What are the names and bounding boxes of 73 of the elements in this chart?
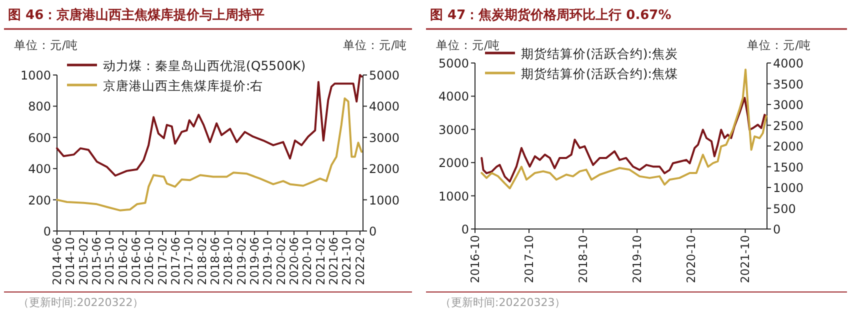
- x-tick-label: 2019-10: [260, 237, 275, 286]
- y2-tick-label: 1500: [773, 160, 804, 174]
- x-tick-label: 2019-10: [630, 235, 644, 284]
- x-tick-label: 2021-06: [326, 237, 340, 286]
- y-tick-label: 5000: [438, 56, 469, 70]
- x-tick-label: 2021-02: [314, 237, 328, 286]
- x-tick-label: 2018-10: [576, 235, 590, 284]
- x-tick-label: 2019-02: [234, 237, 248, 286]
- y2-tick-label: 1000: [773, 181, 804, 195]
- y2-axis-title: 单位：元/吨: [747, 38, 811, 52]
- x-tick-label: 2016-10: [142, 237, 156, 286]
- y-tick-label: 600: [28, 130, 51, 145]
- x-tick-label: 2017-06: [168, 237, 183, 286]
- x-tick-label: 2017-10: [522, 235, 536, 284]
- x-tick-label: 2015-06: [89, 237, 104, 286]
- x-tick-label: 2014-10: [63, 237, 78, 286]
- x-tick-label: 2020-10: [300, 237, 314, 286]
- y-tick-label: 200: [28, 193, 51, 208]
- x-tick-label: 2018-10: [221, 237, 236, 286]
- y2-tick-label: 1000: [369, 193, 400, 208]
- y2-tick-label: 500: [773, 202, 796, 216]
- text: （更新时间:20220322）: [18, 296, 144, 309]
- x-tick-label: 2016-10: [468, 235, 482, 284]
- x-tick-label: 2017-02: [156, 237, 170, 286]
- y2-tick-label: 2000: [369, 162, 400, 176]
- text: （更新时间:20220323）: [440, 296, 566, 309]
- x-tick-label: 2020-02: [274, 237, 288, 286]
- y2-tick-label: 3500: [773, 77, 804, 92]
- x-tick-label: 2016-02: [116, 237, 130, 286]
- y2-tick-label: 4000: [773, 56, 804, 70]
- x-tick-label: 2021-10: [738, 235, 752, 284]
- y-tick-label: 2000: [438, 156, 469, 170]
- y-tick-label: 4000: [438, 90, 469, 104]
- x-tick-label: 2021-10: [340, 237, 354, 286]
- x-tick-label: 2015-10: [102, 237, 117, 286]
- y-axis-title: 单位：元/吨: [436, 38, 500, 52]
- y2-tick-label: 3000: [369, 130, 400, 145]
- y2-tick-label: 2000: [773, 140, 804, 154]
- y-tick-label: 800: [28, 100, 51, 114]
- chart-title: 图 47：焦炭期货价格周环比上行 0.67%: [430, 7, 672, 23]
- x-tick-label: 2016-06: [129, 237, 144, 286]
- y-tick-label: 1000: [438, 189, 469, 204]
- y2-tick-label: 2500: [773, 118, 804, 133]
- line-series: [56, 74, 363, 177]
- y-tick-label: 0: [43, 224, 51, 238]
- y-tick-label: 3000: [438, 122, 469, 137]
- y2-axis-title: 单位：元/吨: [343, 38, 407, 52]
- chart-title: 图 46：京唐港山西主焦煤库提价与上周持平: [8, 7, 265, 23]
- y2-tick-label: 4000: [369, 100, 400, 114]
- x-tick-label: 2022-02: [352, 237, 367, 286]
- y2-tick-label: 0: [773, 222, 781, 236]
- legend-label: 动力煤：秦皇岛山西优混(Q5500K): [103, 58, 306, 73]
- y-axis-title: 单位：元/吨: [14, 38, 78, 52]
- x-tick-label: 2020-10: [684, 235, 698, 284]
- x-tick-label: 2018-02: [195, 237, 209, 286]
- legend-label: 期货结算价(活跃合约):焦炭: [521, 46, 678, 61]
- x-tick-label: 2014-06: [50, 237, 64, 286]
- line-series: [56, 97, 363, 212]
- y2-tick-label: 3000: [773, 98, 804, 112]
- x-tick-label: 2015-02: [76, 237, 90, 286]
- y2-tick-label: 5000: [369, 68, 400, 82]
- legend-label: 京唐港山西主焦煤库提价:右: [103, 78, 264, 93]
- line-series: [480, 68, 768, 190]
- x-tick-label: 2017-10: [182, 237, 196, 286]
- x-tick-label: 2020-06: [287, 237, 302, 286]
- y-tick-label: 0: [461, 222, 469, 236]
- y-tick-label: 400: [28, 162, 51, 176]
- line-series: [480, 96, 768, 183]
- y-tick-label: 1000: [20, 68, 51, 82]
- x-tick-label: 2019-06: [247, 237, 262, 286]
- x-tick-label: 2018-06: [208, 237, 222, 286]
- legend-label: 期货结算价(活跃合约):焦煤: [521, 66, 678, 81]
- y2-tick-label: 0: [369, 224, 377, 238]
